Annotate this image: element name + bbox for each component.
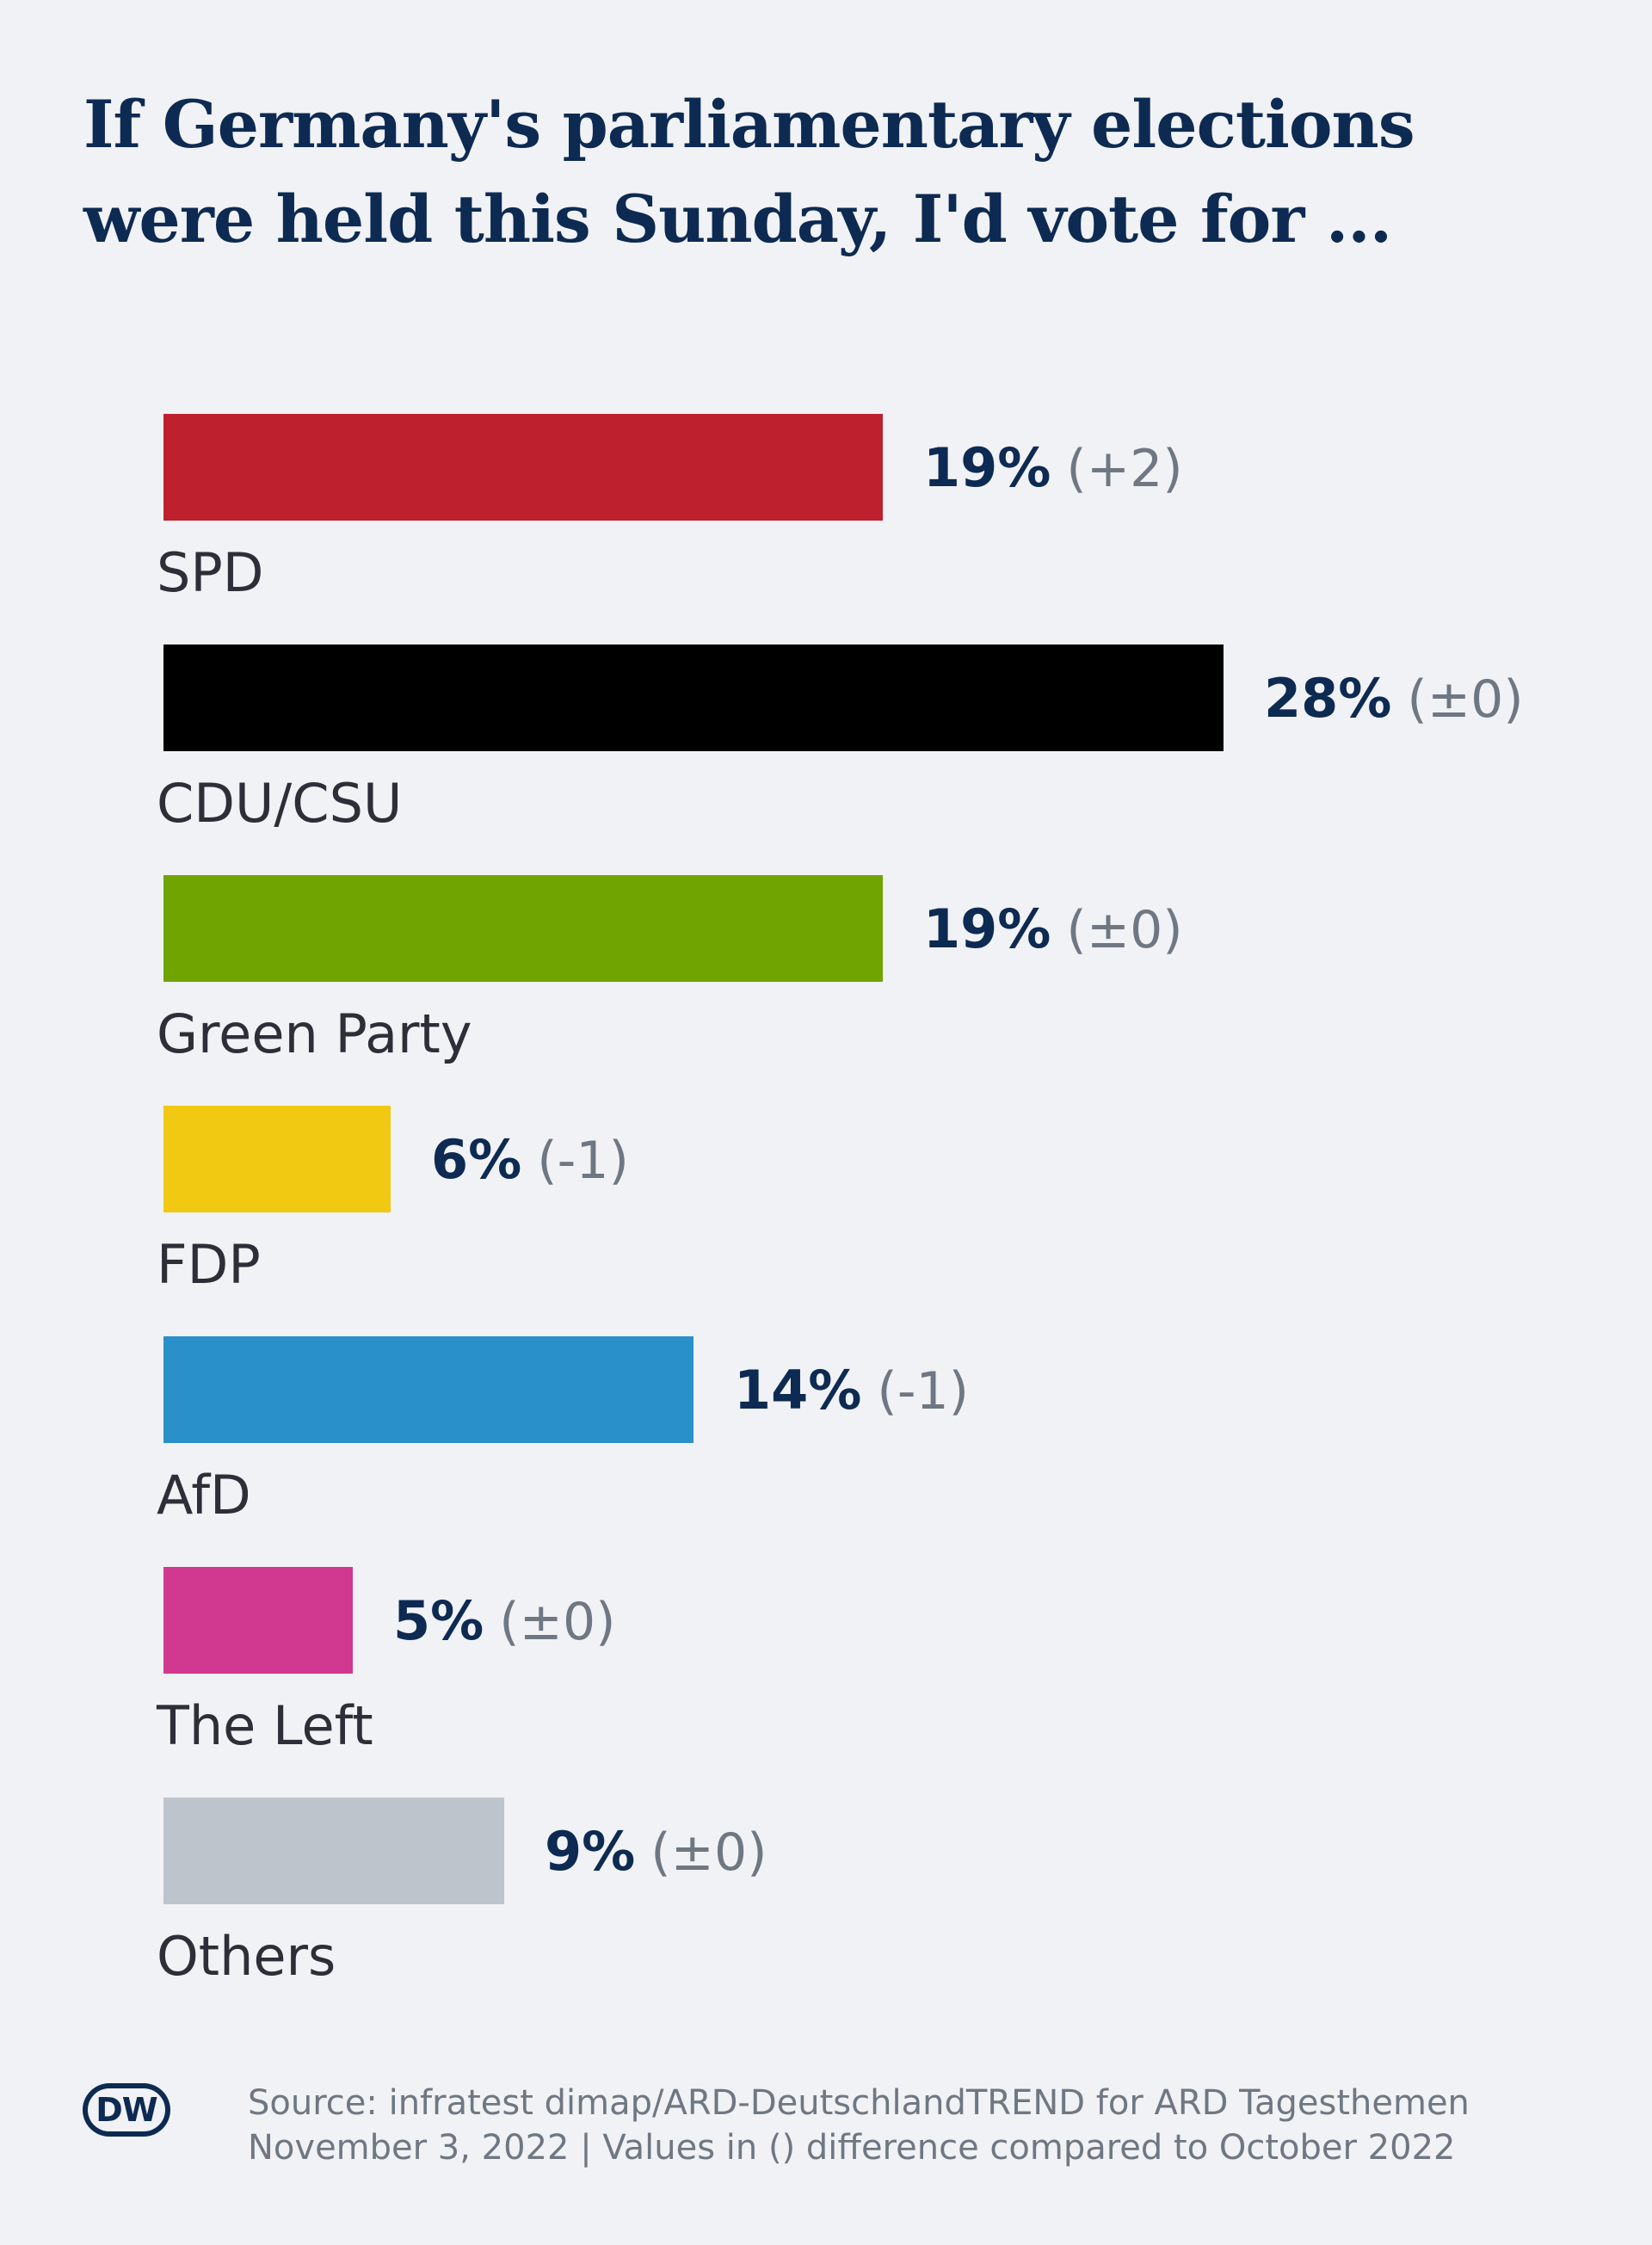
value-percent-others: 9%	[545, 1820, 635, 1883]
bar-green-party	[163, 875, 883, 982]
value-percent-green-party: 19%	[923, 897, 1051, 960]
value-percent-cdu-csu: 28%	[1264, 667, 1391, 730]
value-label-afd: 14% (-1)	[734, 1359, 969, 1422]
bar-group-afd: 14% (-1) AfD	[157, 1336, 969, 1526]
bar-group-spd: 19% (+2) SPD	[157, 414, 1183, 604]
category-label-cdu-csu: CDU/CSU	[157, 772, 402, 835]
value-percent-spd: 19%	[923, 436, 1051, 499]
bar-group-the-left: 5% (±0) The Left	[156, 1567, 616, 1757]
value-change-the-left: (±0)	[499, 1592, 615, 1652]
bar-group-cdu-csu: 28% (±0) CDU/CSU	[157, 645, 1524, 835]
dw-logo: DW	[83, 2083, 170, 2137]
chart-title: If Germany's parliamentary elections wer…	[83, 77, 1546, 267]
source-note: Source: infratest dimap/ARD-DeutschlandT…	[248, 2081, 1624, 2170]
category-label-the-left: The Left	[156, 1694, 373, 1757]
value-percent-fdp: 6%	[431, 1128, 521, 1191]
value-change-cdu-csu: (±0)	[1407, 669, 1523, 730]
value-label-the-left: 5% (±0)	[393, 1589, 616, 1652]
bar-spd	[163, 414, 883, 521]
chart-title-line-1: If Germany's parliamentary elections	[83, 86, 1415, 163]
category-label-fdp: FDP	[157, 1233, 261, 1296]
value-label-spd: 19% (+2)	[923, 436, 1183, 499]
category-label-others: Others	[157, 1925, 336, 1988]
bar-fdp	[163, 1106, 391, 1212]
value-label-cdu-csu: 28% (±0)	[1264, 667, 1524, 730]
value-change-afd: (-1)	[877, 1361, 969, 1422]
value-change-others: (±0)	[650, 1823, 767, 1883]
value-change-green-party: (±0)	[1066, 900, 1182, 960]
value-percent-afd: 14%	[734, 1359, 861, 1422]
source-line-2: November 3, 2022 | Values in () differen…	[248, 2128, 1456, 2168]
chart-title-line-2: were held this Sunday, I'd vote for ...	[83, 181, 1392, 257]
value-label-fdp: 6% (-1)	[431, 1128, 629, 1191]
category-label-spd: SPD	[157, 541, 263, 604]
category-label-green-party: Green Party	[157, 1002, 472, 1065]
category-label-afd: AfD	[157, 1464, 251, 1526]
bar-the-left	[163, 1567, 353, 1674]
bar-group-fdp: 6% (-1) FDP	[157, 1106, 629, 1296]
value-change-spd: (+2)	[1066, 439, 1182, 499]
bar-others	[163, 1798, 504, 1904]
value-percent-the-left: 5%	[393, 1589, 484, 1652]
dw-logo-text: DW	[88, 2088, 165, 2131]
value-label-others: 9% (±0)	[545, 1820, 767, 1883]
value-label-green-party: 19% (±0)	[923, 897, 1183, 960]
source-line-1: Source: infratest dimap/ARD-DeutschlandT…	[248, 2083, 1470, 2123]
bar-afd	[163, 1336, 693, 1443]
bar-cdu-csu	[163, 645, 1224, 751]
value-change-fdp: (-1)	[537, 1131, 629, 1191]
bar-group-others: 9% (±0) Others	[157, 1798, 767, 1988]
bar-group-green-party: 19% (±0) Green Party	[157, 875, 1183, 1065]
